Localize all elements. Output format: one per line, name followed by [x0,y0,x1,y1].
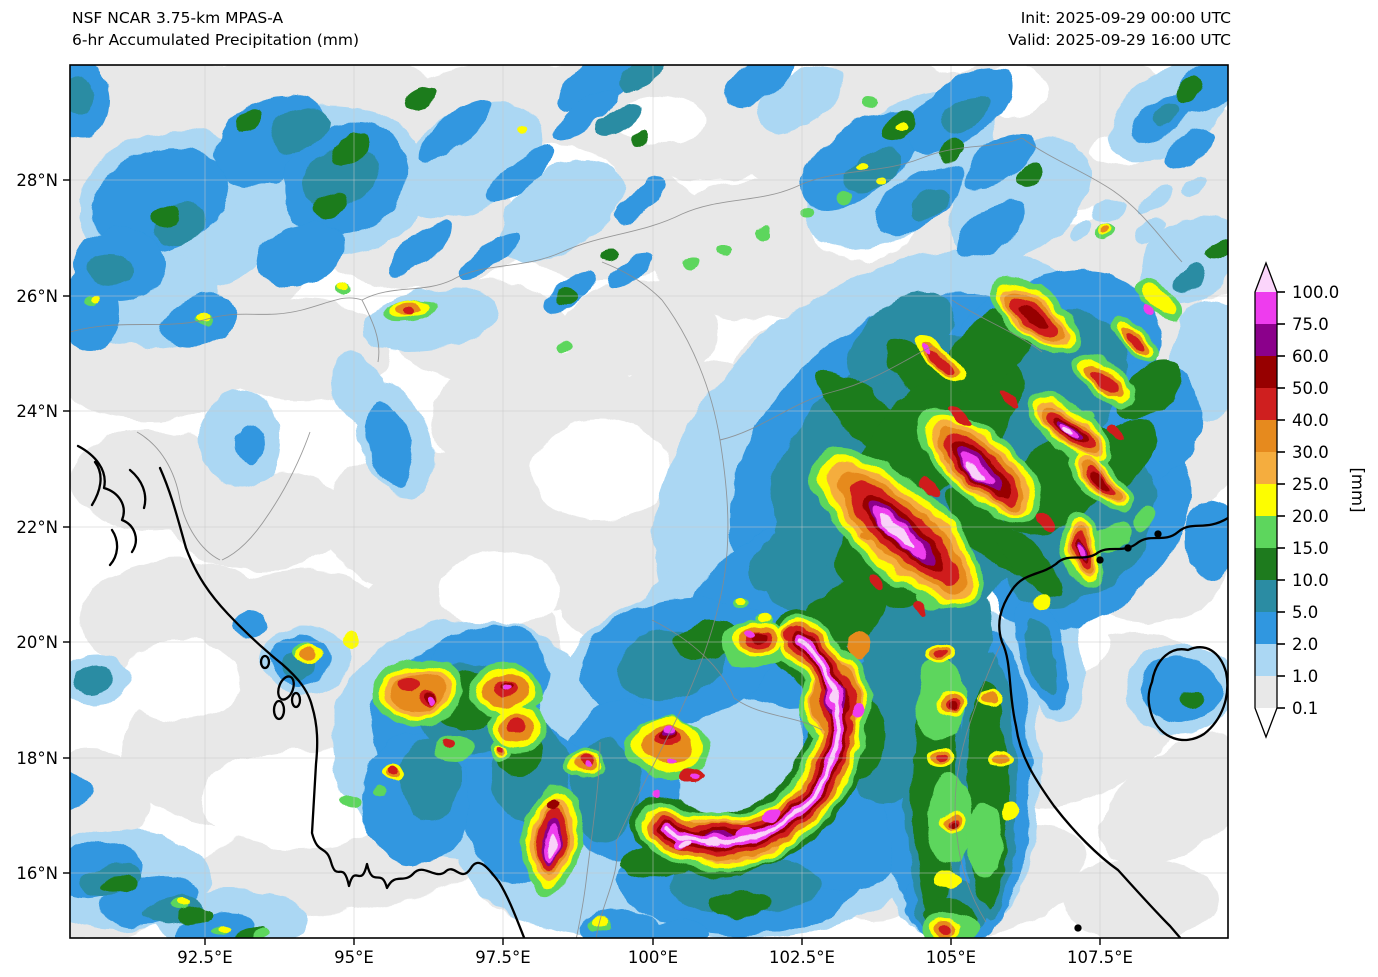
x-tick-label: 97.5°E [475,948,530,967]
island [259,654,271,670]
colorbar-tick-label: 25.0 [1292,475,1329,494]
colorbar-tick-label: 0.1 [1292,699,1318,718]
x-tick-label: 100°E [628,948,678,967]
colorbar-tick-label: 60.0 [1292,347,1329,366]
coastlines [76,444,1228,938]
figure-header: NSF NCAR 3.75-km MPAS-A 6-hr Accumulated… [72,9,1231,49]
map-plot-area: 92.5°E 95°E 97.5°E 100°E 102.5°E 105°E 107.5°E… [16,64,1229,967]
coastline-bengal-delta [76,444,147,567]
admin-borders [70,137,1183,938]
x-tick-label: 107.5°E [1067,948,1133,967]
colorbar-tick-label: 30.0 [1292,443,1329,462]
y-tick-label: 20°N [16,633,58,652]
colorbar-tick-label: 1.0 [1292,667,1318,686]
y-tick-label: 18°N [16,749,58,768]
colorbar-tick-label: 20.0 [1292,507,1329,526]
precipitation-field [70,65,1228,938]
x-tick-label: 92.5°E [177,948,232,967]
colorbar-over-arrow [1255,263,1277,292]
colorbar-tick-label: 100.0 [1292,283,1339,302]
colorbar-tick-label: 15.0 [1292,539,1329,558]
island [290,691,302,709]
colorbar-tick-label: 2.0 [1292,635,1318,654]
title-line2: 6-hr Accumulated Precipitation (mm) [72,31,359,49]
island [272,699,286,721]
map-frame [69,64,1229,939]
colorbar-tick-label: 40.0 [1292,411,1329,430]
y-tick-label: 22°N [16,518,58,537]
precip-layer-pk [547,427,1072,858]
colorbar-tick-label: 75.0 [1292,315,1329,334]
y-tick-label: 28°N [16,171,58,190]
colorbar-tick-label: 10.0 [1292,571,1329,590]
x-tick-label: 105°E [926,948,976,967]
init-time-label: Init: 2025-09-29 00:00 UTC [1021,9,1231,27]
y-tick-label: 16°N [16,864,58,883]
graticule-gridlines [70,65,1228,938]
colorbar: 0.1 1.0 2.0 5.0 10.0 15.0 20.0 25.0 30.0 40.0 50.0… [1254,261,1367,739]
island [1124,544,1132,552]
island [1096,556,1104,564]
colorbar-tick-labels: 0.1 1.0 2.0 5.0 10.0 15.0 20.0 25.0 30.0 40.0 50.0… [1292,283,1339,718]
island [1074,924,1082,932]
island [1154,530,1162,538]
coastline-south-china-vietnam [998,516,1228,938]
x-tick-label: 95°E [334,948,374,967]
axis-tick-labels: 92.5°E 95°E 97.5°E 100°E 102.5°E 105°E 107.5°E… [16,171,1133,967]
colorbar-segments [1255,292,1277,708]
title-line1: NSF NCAR 3.75-km MPAS-A [72,9,284,27]
coastline-myanmar [158,466,526,938]
island [277,675,295,701]
x-tick-label: 102.5°E [769,948,835,967]
axis-ticks [63,179,1101,945]
y-tick-label: 24°N [16,402,58,421]
coastline-hainan [1147,646,1228,742]
valid-time-label: Valid: 2025-09-29 16:00 UTC [1008,31,1231,49]
y-tick-label: 26°N [16,287,58,306]
colorbar-under-arrow [1255,708,1277,737]
colorbar-tick-label: 5.0 [1292,603,1318,622]
colorbar-ticks [1277,291,1285,709]
colorbar-tick-label: 50.0 [1292,379,1329,398]
colorbar-unit-label: [mm] [1348,467,1367,512]
